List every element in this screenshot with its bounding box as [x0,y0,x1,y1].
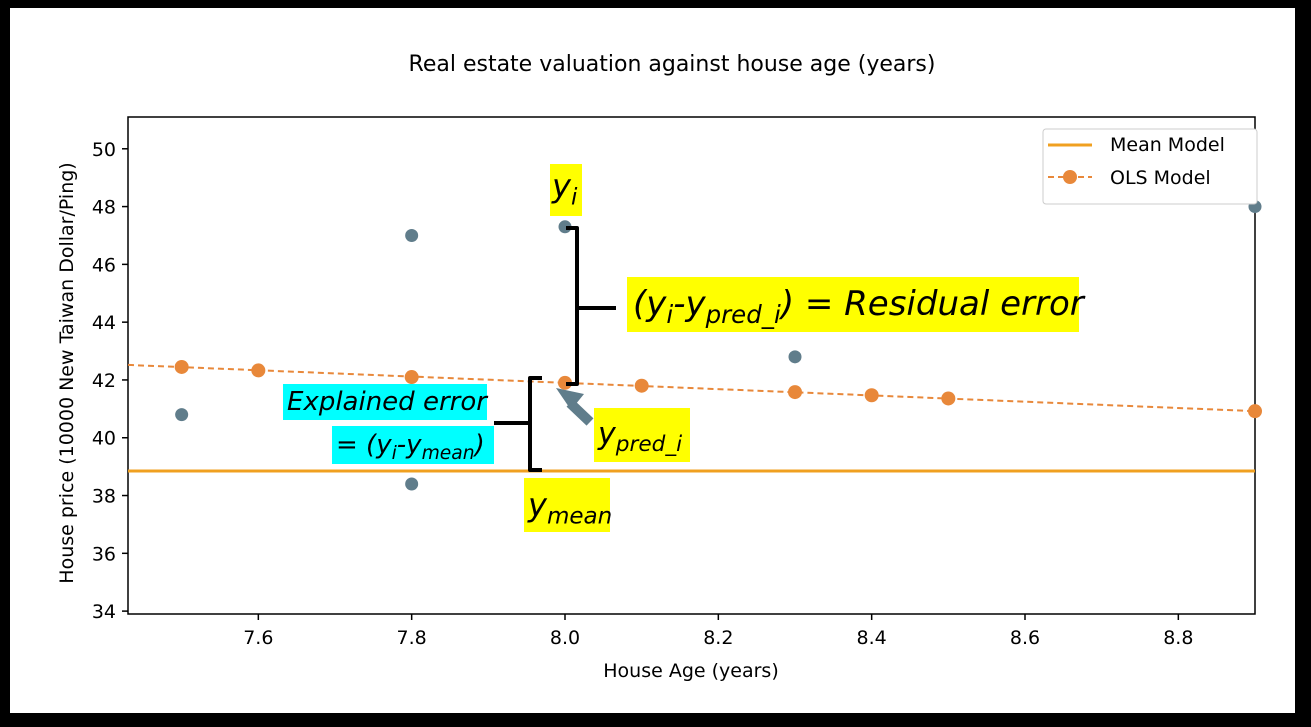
x-tick-label: 8.8 [1163,627,1193,649]
legend-ols-label: OLS Model [1110,167,1211,189]
observed-point [405,477,419,491]
y-tick-label: 38 [92,486,116,508]
plot-layer: 7.6 7.8 8.0 8.2 8.4 8.6 8.8 34 36 38 40 42 44 46 48 50 [92,116,1262,649]
x-tick-label: 8.6 [1010,627,1040,649]
y-tick-label: 42 [92,370,116,392]
y-tick-label: 34 [92,601,116,623]
ols-marker [404,370,419,385]
ols-marker [1248,404,1262,419]
y-tick-label: 40 [92,428,116,450]
ols-marker [251,363,266,378]
legend-ols-marker-icon [1063,170,1077,184]
legend: Mean Model OLS Model [1042,128,1258,205]
observed-point [175,408,189,422]
y-tick-label: 46 [92,254,116,276]
brackets [494,226,616,472]
ols-marker [174,359,189,374]
y-tick-label: 50 [92,139,116,161]
x-tick-label: 8.2 [703,627,733,649]
x-tick-label: 7.6 [243,627,273,649]
explained-brace [528,376,542,472]
chart-frame: Real estate valuation against house age … [10,8,1295,713]
legend-box [1042,128,1258,205]
x-tick-label: 8.0 [550,627,580,649]
observed-point [558,220,572,234]
explained-error-line1: Explained error [283,384,487,420]
ymean-label: ymean [524,478,612,532]
x-tick-label: 7.8 [397,627,427,649]
observed-point [788,350,802,364]
residual-brace [566,226,579,386]
y-tick-label: 48 [92,197,116,219]
ols-marker [941,391,956,406]
ols-marker [558,375,572,390]
explained-error-line2: = (yi-ymean) [332,426,494,464]
ols-marker [788,385,802,400]
yi-label: yi [550,164,582,216]
residual-error-label: (yi-ypred_i) = Residual error [627,277,1084,332]
ols-marker [864,388,879,403]
ols-model-line [127,363,1256,413]
y-tick-label: 36 [92,543,116,565]
ols-marker [634,378,649,393]
legend-mean-label: Mean Model [1110,134,1225,156]
x-tick-label: 8.4 [857,627,887,649]
observed-point [405,228,419,242]
arrow-icon [556,388,594,426]
y-tick-label: 44 [92,312,116,334]
y-axis-label: House price (10000 New Taiwan Dollar/Pin… [56,162,78,583]
ypred-label: ypred_i [594,408,690,462]
x-axis-label: House Age (years) [603,660,778,682]
chart-title: Real estate valuation against house age … [409,52,936,77]
chart-svg: Real estate valuation against house age … [56,52,1262,682]
